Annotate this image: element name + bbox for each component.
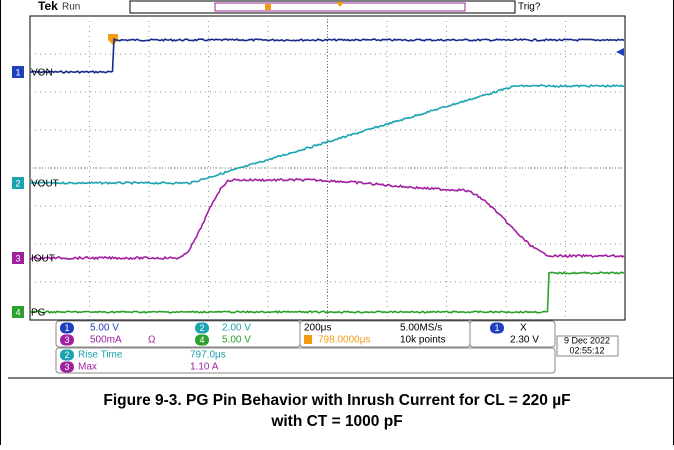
waveform xyxy=(29,271,625,314)
channel-badge-number: 3 xyxy=(64,362,69,372)
ch3-scale: 500mA xyxy=(90,335,122,346)
trigger-status: Trig? xyxy=(518,2,541,13)
trigger-level-icon xyxy=(616,48,624,56)
channel-number: 2 xyxy=(15,178,20,188)
caption-line: with CT = 1000 pF xyxy=(270,413,402,430)
measurement-name: Rise Time xyxy=(78,350,123,361)
date: 9 Dec 2022 xyxy=(564,335,610,345)
center-marker xyxy=(336,2,344,7)
channel-badge-number: 2 xyxy=(199,323,204,333)
channel-marker xyxy=(12,306,24,318)
record-length: 10k points xyxy=(400,335,446,346)
waveform xyxy=(29,84,625,186)
channel-label: VON xyxy=(31,68,53,79)
ch1-scale: 5.00 V xyxy=(90,323,119,334)
ch4-scale: 5.00 V xyxy=(222,335,251,346)
measurement-value: 797.0μs xyxy=(190,350,226,361)
trigger-level: 2.30 V xyxy=(510,335,539,346)
channel-marker xyxy=(12,252,24,264)
date-box xyxy=(556,335,619,357)
channel-badge-number: 1 xyxy=(494,323,499,333)
timebase-scale: 200μs xyxy=(304,323,331,334)
channel-label: VOUT xyxy=(31,179,59,190)
channel-number: 1 xyxy=(15,67,20,77)
channel-badge-number: 2 xyxy=(64,350,69,360)
channel-badge xyxy=(60,334,74,346)
channel-badge xyxy=(490,322,504,334)
waveform xyxy=(29,38,625,74)
channel-badge xyxy=(195,334,209,346)
sample-rate: 5.00MS/s xyxy=(400,323,442,334)
channel-badge-number: 4 xyxy=(199,335,204,345)
channel-number: 4 xyxy=(15,307,20,317)
channel-label: IOUT xyxy=(31,254,55,265)
time: 02:55:12 xyxy=(569,345,604,355)
channel-label: PG xyxy=(31,308,46,319)
channel-number: 3 xyxy=(15,253,20,263)
measurement-readout xyxy=(55,347,556,374)
trigger-slope: X xyxy=(520,323,527,334)
channel-badge xyxy=(60,322,74,334)
caption-line: Figure 9-3. PG Pin Behavior with Inrush … xyxy=(103,392,570,409)
channel-badge xyxy=(195,322,209,334)
run-status: Run xyxy=(62,2,80,13)
record-bar xyxy=(129,0,516,14)
channel-badge-number: 1 xyxy=(64,323,69,333)
ch2-scale: 2.00 V xyxy=(222,323,251,334)
measurement-name: Max xyxy=(78,362,97,373)
ch3-unit: Ω xyxy=(148,335,156,346)
channel-badge xyxy=(60,361,74,373)
channel-badge xyxy=(60,349,74,361)
channel-marker xyxy=(12,66,24,78)
channel-badge-number: 3 xyxy=(64,335,69,345)
trigger-position-icon xyxy=(108,34,118,45)
measurement-value: 1.10 A xyxy=(190,362,219,373)
waveform xyxy=(29,177,625,261)
trigger-marker xyxy=(265,4,271,10)
delay: 798.0000μs xyxy=(318,335,370,346)
delay-icon xyxy=(304,335,312,344)
brand: Tek xyxy=(38,0,58,13)
channel-marker xyxy=(12,177,24,189)
